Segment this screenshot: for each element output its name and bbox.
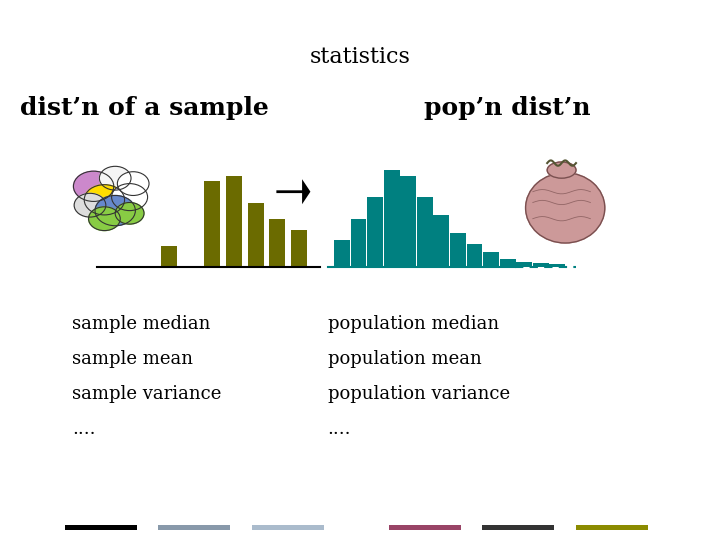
Bar xyxy=(450,233,466,267)
Text: pop’n dist’n: pop’n dist’n xyxy=(424,96,591,120)
Circle shape xyxy=(117,172,149,195)
Bar xyxy=(334,240,350,267)
Ellipse shape xyxy=(526,173,605,243)
Bar xyxy=(533,263,549,267)
Circle shape xyxy=(74,193,106,217)
Bar xyxy=(158,525,230,530)
Bar xyxy=(351,219,366,267)
Bar xyxy=(161,246,177,267)
Circle shape xyxy=(95,195,135,226)
Bar xyxy=(400,176,416,267)
Text: population mean: population mean xyxy=(328,350,482,368)
Bar xyxy=(500,259,516,267)
Bar xyxy=(549,264,565,267)
Text: sample variance: sample variance xyxy=(72,385,221,403)
Bar xyxy=(516,262,532,267)
Circle shape xyxy=(115,202,144,224)
Bar xyxy=(252,525,324,530)
Text: ....: .... xyxy=(328,420,351,438)
Bar xyxy=(483,252,499,267)
Bar xyxy=(384,170,400,267)
Ellipse shape xyxy=(547,162,576,178)
Circle shape xyxy=(89,207,120,231)
Bar xyxy=(467,244,482,267)
Text: sample mean: sample mean xyxy=(72,350,193,368)
Circle shape xyxy=(73,171,114,201)
Bar xyxy=(389,525,461,530)
Text: sample median: sample median xyxy=(72,315,210,333)
Bar xyxy=(226,176,242,267)
Bar xyxy=(576,525,648,530)
Bar xyxy=(65,525,137,530)
Text: ....: .... xyxy=(72,420,96,438)
Bar xyxy=(433,215,449,267)
Text: population variance: population variance xyxy=(328,385,510,403)
Text: statistics: statistics xyxy=(310,46,410,68)
Text: population median: population median xyxy=(328,315,499,333)
Bar xyxy=(204,181,220,267)
Bar xyxy=(248,202,264,267)
Circle shape xyxy=(112,184,148,211)
Bar xyxy=(291,230,307,267)
Bar xyxy=(367,197,383,267)
Text: dist’n of a sample: dist’n of a sample xyxy=(19,96,269,120)
Circle shape xyxy=(84,185,125,215)
Bar xyxy=(417,197,433,267)
Bar xyxy=(269,219,285,267)
Circle shape xyxy=(99,166,131,190)
Bar xyxy=(482,525,554,530)
